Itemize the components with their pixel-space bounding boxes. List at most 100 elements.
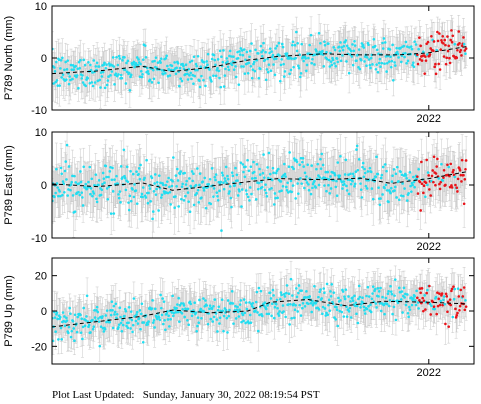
recent-data-point <box>452 173 456 177</box>
data-point <box>317 183 321 187</box>
recent-data-point <box>444 183 447 187</box>
data-point <box>414 43 418 46</box>
data-point <box>430 179 433 183</box>
data-point <box>164 57 168 60</box>
data-point <box>342 180 346 183</box>
data-point <box>122 148 126 152</box>
data-point <box>57 58 61 62</box>
data-point <box>305 63 309 67</box>
data-point <box>184 72 187 76</box>
data-point <box>378 203 382 207</box>
data-point <box>179 170 182 173</box>
data-point <box>202 78 205 82</box>
data-point <box>243 72 247 75</box>
data-point <box>104 66 108 70</box>
data-point <box>88 81 92 85</box>
data-point <box>194 62 198 66</box>
recent-data-point <box>458 169 462 172</box>
data-point <box>353 44 357 47</box>
data-point <box>58 84 61 87</box>
data-point <box>278 190 281 193</box>
data-point <box>383 186 386 190</box>
data-point <box>143 44 147 47</box>
data-point <box>405 61 408 65</box>
data-point <box>343 182 346 186</box>
data-point <box>300 182 303 185</box>
data-point <box>109 212 113 215</box>
data-point <box>193 74 197 78</box>
data-point <box>117 54 121 58</box>
data-point <box>173 206 176 210</box>
data-point <box>252 62 255 66</box>
data-point <box>404 40 408 44</box>
recent-data-point <box>434 62 437 66</box>
data-point <box>68 75 72 78</box>
data-point <box>383 163 387 166</box>
data-point <box>138 177 142 181</box>
data-point <box>89 68 93 72</box>
recent-data-point <box>438 182 441 186</box>
data-point <box>347 173 350 177</box>
data-point <box>151 210 155 213</box>
data-point <box>288 151 291 154</box>
data-point <box>139 163 142 167</box>
data-point <box>298 163 301 167</box>
data-point <box>255 162 259 166</box>
data-point <box>325 189 328 193</box>
data-point <box>220 229 223 232</box>
data-point <box>319 157 322 161</box>
data-point <box>186 191 190 194</box>
data-point <box>106 197 110 201</box>
data-point <box>223 177 227 180</box>
data-point <box>335 194 339 198</box>
data-point <box>84 84 88 88</box>
data-point <box>224 67 227 71</box>
data-point <box>106 79 110 82</box>
data-point <box>119 73 123 77</box>
data-point <box>304 57 307 60</box>
data-point <box>441 179 445 182</box>
data-point <box>330 63 334 67</box>
data-point <box>129 199 133 203</box>
data-point <box>409 184 412 188</box>
data-point <box>221 174 225 177</box>
data-point <box>240 65 243 68</box>
data-point <box>107 175 110 179</box>
data-point <box>355 144 359 148</box>
data-point <box>412 180 416 184</box>
data-point <box>340 46 344 49</box>
data-point <box>413 185 416 189</box>
data-point <box>323 176 327 180</box>
data-point <box>374 67 378 71</box>
data-point <box>242 170 245 174</box>
recent-data-point <box>439 48 443 51</box>
data-point <box>366 170 370 173</box>
data-point <box>104 164 108 168</box>
data-point <box>212 74 215 78</box>
data-point <box>108 170 112 173</box>
data-point <box>53 70 57 73</box>
data-point <box>228 49 232 53</box>
data-point <box>200 196 203 199</box>
data-point <box>291 165 294 169</box>
data-point <box>323 184 326 187</box>
data-point <box>295 160 299 164</box>
data-point <box>194 193 197 197</box>
data-point <box>157 174 161 177</box>
data-point <box>202 61 206 64</box>
recent-data-point <box>464 167 467 171</box>
data-point <box>226 60 229 63</box>
data-point <box>99 71 103 74</box>
error-bars <box>52 14 468 109</box>
data-point <box>55 167 58 171</box>
data-point <box>307 56 310 60</box>
recent-data-point <box>450 184 453 187</box>
data-point <box>266 70 270 74</box>
data-point <box>363 60 366 63</box>
data-point <box>410 47 414 51</box>
data-point <box>369 66 372 70</box>
data-point <box>256 187 260 191</box>
data-point <box>222 187 226 191</box>
data-point <box>55 79 59 82</box>
data-point <box>319 41 322 45</box>
